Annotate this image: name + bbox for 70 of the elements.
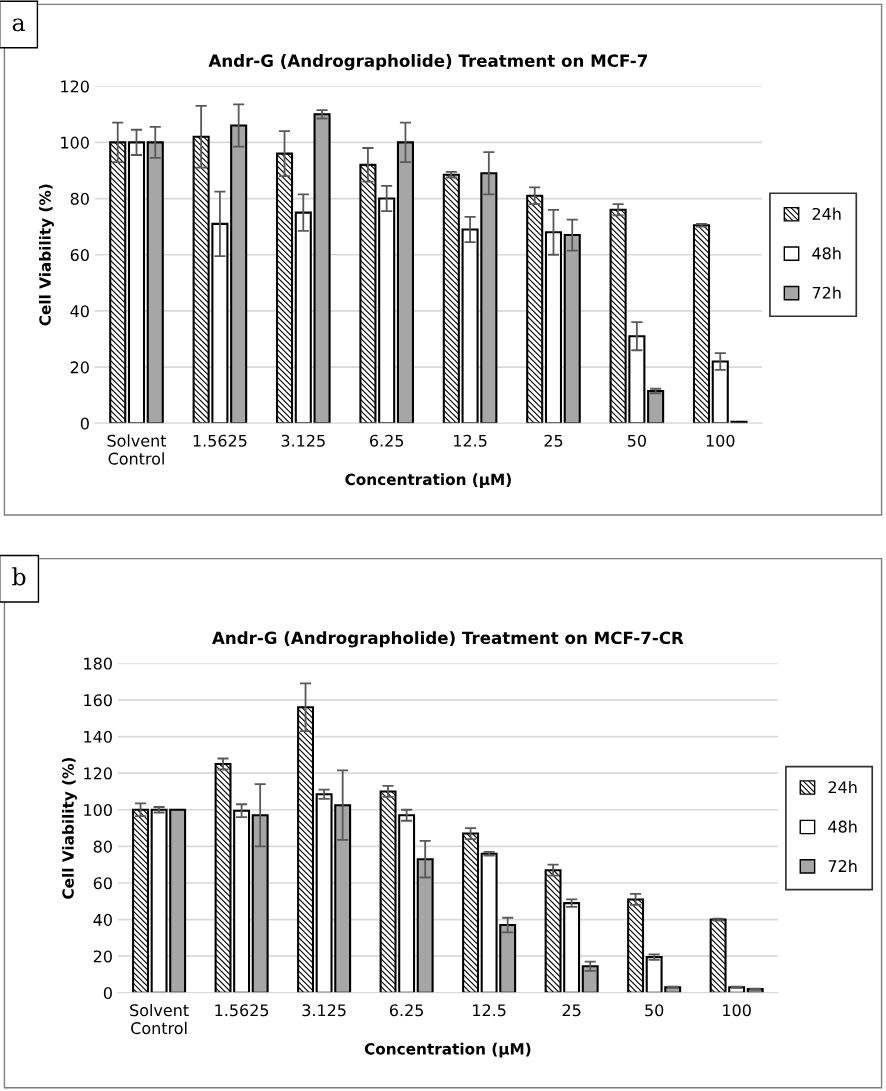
x-tick-label: 1.5625 bbox=[193, 434, 247, 447]
bar bbox=[526, 194, 544, 424]
chart-title: Andr-G (Andrographolide) Treatment on MCF-7-CR bbox=[212, 631, 684, 648]
y-tick-label: 60 bbox=[70, 248, 89, 262]
y-tick-label: 100 bbox=[61, 136, 89, 149]
y-tick-label: 40 bbox=[70, 305, 89, 318]
bar bbox=[359, 163, 377, 424]
bar bbox=[127, 141, 146, 424]
bar bbox=[132, 808, 149, 993]
bar bbox=[109, 141, 127, 424]
bar bbox=[627, 898, 645, 993]
y-tick-label: 180 bbox=[84, 657, 112, 670]
x-tick-label: Solvent Control bbox=[130, 1003, 189, 1035]
y-axis-title: Cell Viability (%) bbox=[62, 757, 77, 899]
bar bbox=[462, 832, 480, 993]
x-tick-label: 100 bbox=[706, 434, 735, 447]
legend-label: 72h bbox=[828, 859, 857, 872]
x-tick-label: 3.125 bbox=[281, 434, 325, 447]
x-tick-label: 100 bbox=[723, 1004, 751, 1017]
x-tick-label: 50 bbox=[627, 434, 646, 447]
y-tick-label: 160 bbox=[84, 694, 112, 707]
bar bbox=[416, 858, 434, 993]
x-tick-label: 50 bbox=[645, 1004, 664, 1017]
y-tick-label: 140 bbox=[84, 730, 112, 743]
x-tick-label: 25 bbox=[544, 434, 563, 447]
bar bbox=[294, 211, 312, 424]
bar bbox=[297, 706, 315, 993]
bar bbox=[581, 965, 599, 993]
bar bbox=[647, 389, 665, 424]
chart-title: Andr-G (Andrographolide) Treatment on MCF-7 bbox=[208, 54, 648, 71]
y-tick-label: 40 bbox=[93, 913, 112, 926]
y-tick-label: 60 bbox=[93, 877, 112, 890]
x-tick-label: Solvent Control bbox=[107, 434, 167, 465]
x-tick-label: 12.5 bbox=[454, 434, 487, 447]
bar bbox=[275, 152, 294, 424]
text: b bbox=[12, 567, 26, 586]
bar bbox=[230, 124, 248, 424]
x-tick-label: 6.25 bbox=[389, 1004, 424, 1017]
y-tick-label: 0 bbox=[80, 417, 89, 430]
y-tick-label: 80 bbox=[93, 840, 112, 853]
legend-label: 72h bbox=[812, 286, 841, 299]
legend-label: 48h bbox=[812, 247, 841, 260]
bar bbox=[146, 141, 164, 424]
bar bbox=[378, 197, 396, 424]
bar bbox=[251, 814, 269, 993]
bar bbox=[563, 234, 581, 424]
legend-label: 24h bbox=[812, 207, 841, 220]
x-tick-label: 12.5 bbox=[473, 1004, 506, 1017]
bar bbox=[544, 231, 563, 424]
y-tick-label: 120 bbox=[84, 767, 112, 780]
bar bbox=[396, 141, 414, 424]
y-tick-label: 100 bbox=[84, 803, 112, 817]
bar bbox=[313, 113, 331, 424]
legend-label: 48h bbox=[828, 820, 857, 833]
text: a bbox=[12, 18, 25, 32]
y-axis-title: Cell Viability (%) bbox=[38, 184, 54, 326]
x-tick-label: 3.125 bbox=[302, 1004, 346, 1017]
y-tick-label: 20 bbox=[70, 361, 89, 374]
x-tick-label: 25 bbox=[562, 1004, 581, 1017]
x-tick-label: 1.5625 bbox=[215, 1004, 269, 1017]
y-tick-label: 0 bbox=[103, 987, 112, 1000]
y-tick-label: 120 bbox=[61, 80, 89, 93]
legend-label: 24h bbox=[828, 780, 857, 794]
x-tick-label: 6.25 bbox=[370, 434, 404, 447]
y-tick-label: 20 bbox=[93, 950, 112, 963]
y-tick-label: 80 bbox=[70, 192, 89, 205]
x-axis-title: Concentration (µM) bbox=[345, 473, 511, 489]
bar bbox=[692, 224, 711, 424]
x-axis-title: Concentration (µM) bbox=[364, 1042, 531, 1058]
bar bbox=[442, 173, 460, 424]
